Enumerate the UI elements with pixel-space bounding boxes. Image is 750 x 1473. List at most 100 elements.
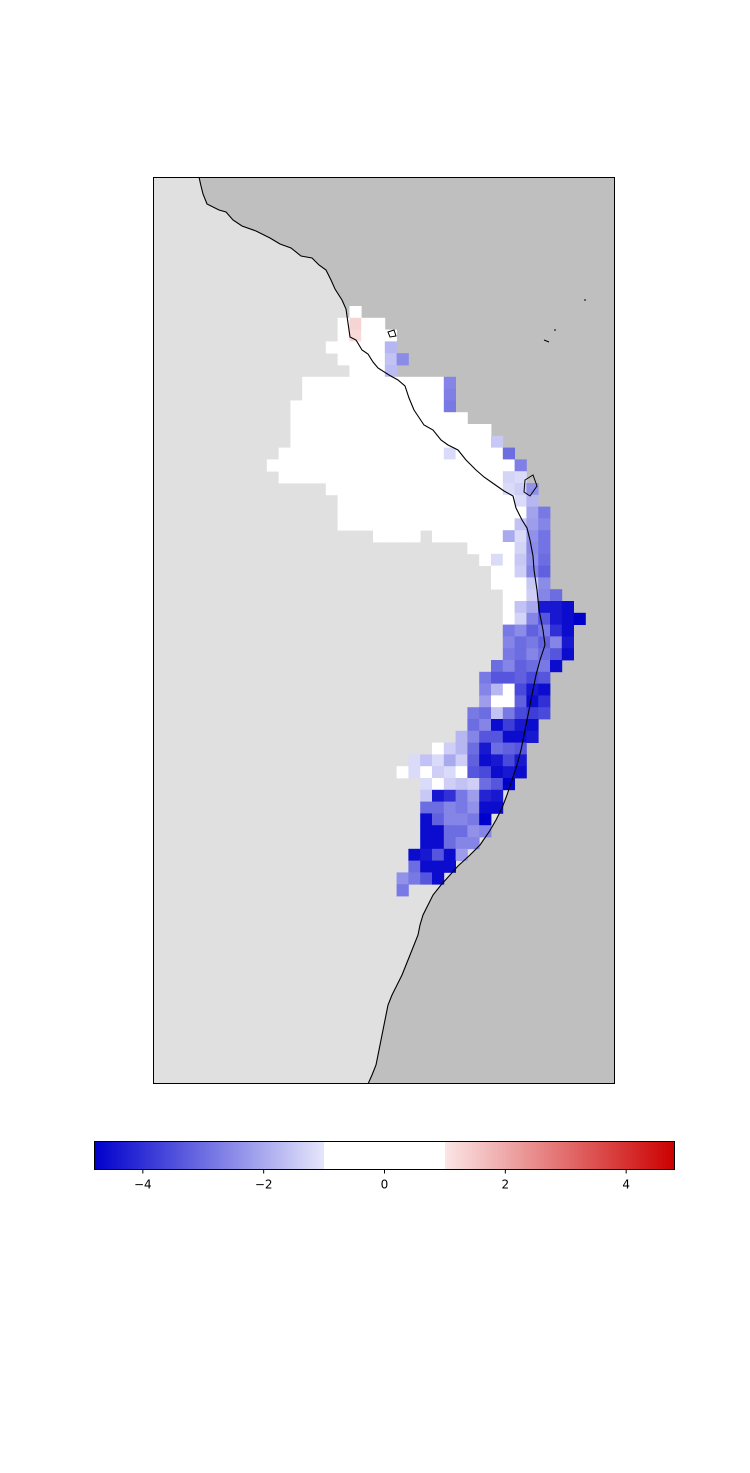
grid-cell (526, 695, 539, 708)
grid-cell (361, 424, 374, 437)
grid-cell (502, 447, 515, 460)
grid-cell (491, 447, 504, 460)
grid-cell (373, 341, 386, 354)
colorbar-tick-label: −4 (134, 1178, 152, 1192)
grid-cell (432, 789, 445, 802)
grid-cell (538, 707, 551, 720)
grid-cell (455, 837, 468, 850)
grid-cell (396, 872, 409, 885)
grid-cell (314, 435, 327, 448)
island-outline (543, 339, 550, 343)
grid-cell (514, 660, 527, 673)
grid-cell (514, 518, 527, 531)
grid-cell (514, 695, 527, 708)
grid-cell (349, 341, 362, 354)
grid-cell (479, 801, 492, 814)
grid-cell (526, 589, 539, 602)
grid-cell (266, 459, 279, 472)
grid-cell (361, 447, 374, 460)
grid-cell (432, 872, 445, 885)
grid-cell (502, 742, 515, 755)
grid-cell (349, 424, 362, 437)
grid-cell (396, 884, 409, 897)
grid-cell (491, 719, 504, 732)
grid-cell (314, 471, 327, 484)
grid-cell (384, 353, 397, 366)
grid-cell (502, 671, 515, 684)
grid-cell (349, 435, 362, 448)
grid-cell (349, 306, 362, 319)
grid-cell (502, 471, 515, 484)
grid-cell (373, 494, 386, 507)
grid-cell (408, 471, 421, 484)
grid-cell (479, 707, 492, 720)
grid-cell (479, 553, 492, 566)
grid-cell (467, 447, 480, 460)
grid-cell (408, 412, 421, 425)
grid-cell (491, 660, 504, 673)
grid-cell (538, 577, 551, 590)
grid-cell (455, 801, 468, 814)
grid-cell (373, 317, 386, 330)
grid-cell (479, 671, 492, 684)
grid-cell (396, 766, 409, 779)
grid-cell (325, 435, 338, 448)
grid-cell (479, 766, 492, 779)
grid-cell (373, 435, 386, 448)
grid-cell (325, 376, 338, 389)
grid-cell (467, 825, 480, 838)
grid-cell (420, 376, 433, 389)
grid-cell (361, 317, 374, 330)
grid-cell (314, 424, 327, 437)
grid-cell (337, 400, 350, 413)
grid-cell (443, 813, 456, 826)
grid-cell (420, 789, 433, 802)
grid-cell (443, 506, 456, 519)
grid-cell (408, 494, 421, 507)
grid-cell (443, 860, 456, 873)
grid-cell (514, 648, 527, 661)
grid-cell (455, 778, 468, 791)
grid-cell (479, 530, 492, 543)
grid-cell (278, 471, 291, 484)
grid-cell (396, 483, 409, 496)
grid-cell (491, 435, 504, 448)
grid-cell (290, 447, 303, 460)
grid-cell (443, 376, 456, 389)
grid-cell (443, 518, 456, 531)
grid-cell (420, 412, 433, 425)
grid-cell (455, 494, 468, 507)
grid-cell (337, 329, 350, 342)
grid-cell (455, 424, 468, 437)
grid-cell (467, 801, 480, 814)
grid-cell (396, 459, 409, 472)
grid-cell (396, 494, 409, 507)
grid-cell (443, 754, 456, 767)
grid-cell (479, 424, 492, 437)
grid-cell (432, 848, 445, 861)
grid-cell (373, 424, 386, 437)
grid-cell (550, 636, 563, 649)
grid-cell (408, 459, 421, 472)
grid-cell (455, 766, 468, 779)
grid-cell (502, 506, 515, 519)
grid-cell (290, 471, 303, 484)
grid-cell (349, 388, 362, 401)
grid-cell (526, 730, 539, 743)
grid-cell (314, 412, 327, 425)
grid-cell (455, 459, 468, 472)
grid-cell (349, 353, 362, 366)
grid-cell (361, 388, 374, 401)
grid-cell (455, 742, 468, 755)
grid-cell (526, 506, 539, 519)
grid-cell (408, 754, 421, 767)
grid-cell (302, 447, 315, 460)
grid-cell (550, 624, 563, 637)
grid-cell (408, 848, 421, 861)
grid-cell (325, 400, 338, 413)
grid-cell (491, 683, 504, 696)
grid-cell (361, 518, 374, 531)
grid-cell (502, 636, 515, 649)
grid-cell (491, 553, 504, 566)
grid-cell (443, 837, 456, 850)
